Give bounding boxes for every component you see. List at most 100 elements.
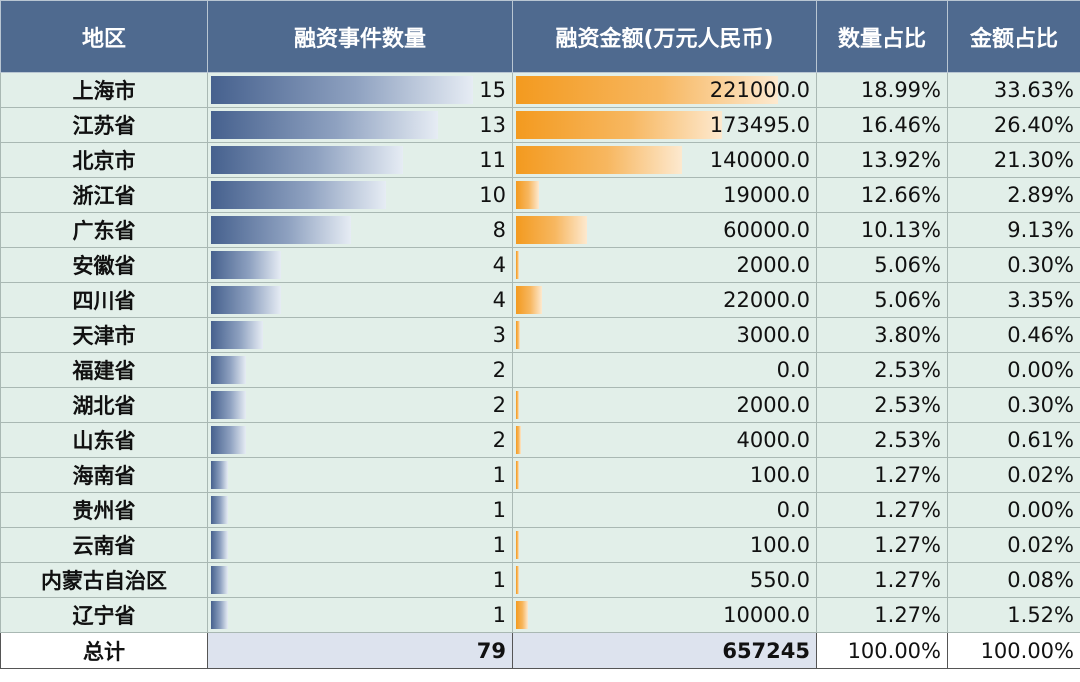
count-cell: 4 — [207, 247, 513, 283]
count-share-cell: 18.99% — [816, 72, 948, 108]
amount-data-bar — [516, 531, 519, 559]
table-row: 云南省 1 100.0 1.27% 0.02% — [0, 527, 1080, 563]
count-data-bar — [211, 216, 351, 244]
table-row: 上海市 15 221000.0 18.99% 33.63% — [0, 72, 1080, 108]
amount-value: 10000.0 — [723, 603, 810, 627]
total-amount: 657245 — [512, 632, 817, 669]
count-value: 2 — [492, 428, 506, 452]
amount-value: 22000.0 — [723, 288, 810, 312]
amount-data-bar — [516, 566, 519, 594]
count-cell: 1 — [207, 527, 513, 563]
amount-value: 100.0 — [749, 533, 810, 557]
amount-value: 2000.0 — [736, 393, 810, 417]
amount-cell: 22000.0 — [512, 282, 817, 318]
amount-data-bar — [516, 146, 682, 174]
count-value: 1 — [492, 603, 506, 627]
amount-share-cell: 2.89% — [947, 177, 1080, 213]
amount-cell: 19000.0 — [512, 177, 817, 213]
amount-data-bar — [516, 181, 539, 209]
amount-cell: 221000.0 — [512, 72, 817, 108]
count-share-cell: 1.27% — [816, 527, 948, 563]
amount-data-bar — [516, 216, 587, 244]
count-data-bar — [211, 566, 228, 594]
count-cell: 15 — [207, 72, 513, 108]
count-data-bar — [211, 146, 403, 174]
count-data-bar — [211, 181, 386, 209]
amount-data-bar — [516, 321, 520, 349]
amount-share-cell: 0.08% — [947, 562, 1080, 598]
amount-value: 0.0 — [776, 498, 810, 522]
amount-data-bar — [516, 461, 519, 489]
count-cell: 13 — [207, 107, 513, 143]
amount-value: 100.0 — [749, 463, 810, 487]
amount-share-cell: 1.52% — [947, 597, 1080, 633]
table-body: 上海市 15 221000.0 18.99% 33.63% 江苏省 13 173495.0 16… — [0, 72, 1080, 669]
amount-value: 2000.0 — [736, 253, 810, 277]
count-value: 1 — [492, 568, 506, 592]
amount-value: 4000.0 — [736, 428, 810, 452]
table-row: 福建省 2 0.0 2.53% 0.00% — [0, 352, 1080, 388]
region-cell: 辽宁省 — [0, 597, 208, 633]
amount-value: 0.0 — [776, 358, 810, 382]
total-row: 总计 79 657245 100.00% 100.00% — [0, 632, 1080, 669]
amount-value: 550.0 — [749, 568, 810, 592]
count-share-cell: 12.66% — [816, 177, 948, 213]
amount-share-cell: 33.63% — [947, 72, 1080, 108]
count-value: 2 — [492, 358, 506, 382]
total-count-share: 100.00% — [816, 632, 948, 669]
count-data-bar — [211, 531, 228, 559]
region-cell: 北京市 — [0, 142, 208, 178]
amount-cell: 550.0 — [512, 562, 817, 598]
amount-share-cell: 21.30% — [947, 142, 1080, 178]
region-cell: 贵州省 — [0, 492, 208, 528]
count-share-cell: 10.13% — [816, 212, 948, 248]
count-share-cell: 1.27% — [816, 457, 948, 493]
table-row: 广东省 8 60000.0 10.13% 9.13% — [0, 212, 1080, 248]
amount-value: 173495.0 — [709, 113, 810, 137]
amount-share-cell: 0.61% — [947, 422, 1080, 458]
count-value: 13 — [479, 113, 506, 137]
amount-data-bar — [516, 391, 519, 419]
amount-cell: 2000.0 — [512, 247, 817, 283]
total-label: 总计 — [0, 632, 208, 669]
count-data-bar — [211, 251, 281, 279]
count-cell: 2 — [207, 422, 513, 458]
amount-share-cell: 3.35% — [947, 282, 1080, 318]
amount-cell: 10000.0 — [512, 597, 817, 633]
amount-cell: 2000.0 — [512, 387, 817, 423]
amount-cell: 140000.0 — [512, 142, 817, 178]
table-row: 湖北省 2 2000.0 2.53% 0.30% — [0, 387, 1080, 423]
table-row: 安徽省 4 2000.0 5.06% 0.30% — [0, 247, 1080, 283]
amount-share-cell: 0.30% — [947, 247, 1080, 283]
count-cell: 11 — [207, 142, 513, 178]
table-row: 天津市 3 3000.0 3.80% 0.46% — [0, 317, 1080, 353]
count-share-cell: 3.80% — [816, 317, 948, 353]
amount-cell: 0.0 — [512, 352, 817, 388]
count-data-bar — [211, 461, 228, 489]
header-count: 融资事件数量 — [207, 0, 513, 73]
count-cell: 1 — [207, 457, 513, 493]
table-row: 江苏省 13 173495.0 16.46% 26.40% — [0, 107, 1080, 143]
total-count: 79 — [207, 632, 513, 669]
region-cell: 湖北省 — [0, 387, 208, 423]
amount-share-cell: 0.30% — [947, 387, 1080, 423]
count-data-bar — [211, 426, 246, 454]
total-amount-share: 100.00% — [947, 632, 1080, 669]
amount-cell: 60000.0 — [512, 212, 817, 248]
count-data-bar — [211, 496, 228, 524]
amount-share-cell: 0.00% — [947, 352, 1080, 388]
count-cell: 1 — [207, 562, 513, 598]
region-cell: 江苏省 — [0, 107, 208, 143]
count-share-cell: 1.27% — [816, 562, 948, 598]
region-cell: 山东省 — [0, 422, 208, 458]
count-data-bar — [211, 76, 473, 104]
header-region: 地区 — [0, 0, 208, 73]
count-cell: 10 — [207, 177, 513, 213]
region-cell: 浙江省 — [0, 177, 208, 213]
count-value: 11 — [479, 148, 506, 172]
amount-share-cell: 0.02% — [947, 527, 1080, 563]
region-cell: 广东省 — [0, 212, 208, 248]
header-row: 地区 融资事件数量 融资金额(万元人民币) 数量占比 金额占比 — [0, 0, 1080, 73]
count-value: 1 — [492, 498, 506, 522]
